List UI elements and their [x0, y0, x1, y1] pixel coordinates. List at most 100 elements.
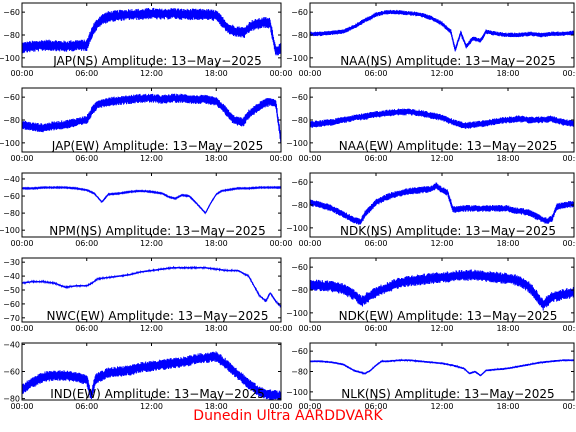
- panel-7: 00:00 06:00 12:00 18:00 00:00 −30 −40 −50 −60 −70…: [3, 257, 293, 333]
- y-tick-label: −80: [3, 31, 20, 40]
- trace-line-3: [22, 97, 281, 141]
- y-tick-label: −100: [286, 388, 308, 397]
- y-tick-label: −40: [3, 272, 20, 281]
- y-tick-label: −60: [291, 178, 308, 187]
- y-tick-label: −100: [286, 139, 308, 148]
- trace-band-9: [22, 351, 281, 400]
- x-tick-label: 00:00: [562, 154, 576, 163]
- panel-4: 00:00 06:00 12:00 18:00 00:00 −60 −80 −100 NAA(E…: [286, 87, 576, 163]
- x-tick-label: 00:00: [298, 154, 321, 163]
- y-tick-label: −80: [3, 116, 20, 125]
- x-tick-label: 00:00: [269, 402, 292, 411]
- y-tick-label: −60: [3, 8, 20, 17]
- y-tick-label: −60: [3, 93, 20, 102]
- panel-3: 00:00 06:00 12:00 18:00 00:00 −60 −80 −100 JAP(E…: [0, 87, 293, 163]
- x-tick-label: 00:00: [298, 239, 321, 248]
- x-tick-label: 00:00: [562, 402, 576, 411]
- panel-title: NAA(EW) Amplitude: 13−May−2025: [339, 139, 557, 153]
- x-tick-label: 12:00: [430, 69, 453, 78]
- x-tick-label: 00:00: [562, 324, 576, 333]
- y-tick-label: −40: [3, 175, 20, 184]
- panel-title: JAP(EW) Amplitude: 13−May−2025: [51, 139, 263, 153]
- x-tick-label: 18:00: [205, 239, 228, 248]
- y-tick-label: −60: [3, 192, 20, 201]
- x-tick-label: 00:00: [10, 69, 33, 78]
- x-tick-label: 12:00: [140, 154, 163, 163]
- trace-line-10: [310, 359, 574, 376]
- y-tick-label: −60: [291, 8, 308, 17]
- x-tick-label: 00:00: [298, 324, 321, 333]
- x-tick-label: 06:00: [75, 324, 98, 333]
- y-tick-label: −80: [3, 209, 20, 218]
- trace-line-6: [310, 185, 574, 223]
- trace-line-4: [310, 111, 574, 127]
- x-tick-label: 12:00: [430, 402, 453, 411]
- panel-title: NDK(EW) Amplitude: 13−May−2025: [339, 309, 558, 323]
- x-tick-label: 12:00: [140, 239, 163, 248]
- x-tick-label: 06:00: [75, 69, 98, 78]
- panel-10: 00:00 06:00 12:00 18:00 00:00 −60 −80 −100 NLK(N…: [286, 342, 576, 411]
- x-tick-label: 18:00: [496, 239, 519, 248]
- x-tick-label: 00:00: [562, 69, 576, 78]
- panel-1: 00:00 06:00 12:00 18:00 00:00 −60 −80 −100 JAP(N…: [0, 2, 293, 78]
- y-tick-label: −30: [3, 258, 20, 267]
- x-tick-label: 12:00: [430, 154, 453, 163]
- panel-title: JAP(NS) Amplitude: 13−May−2025: [52, 54, 262, 68]
- panel-2: 00:00 06:00 12:00 18:00 00:00 −60 −80 −100 NAA(N…: [286, 2, 576, 78]
- panel-9: 00:00 06:00 12:00 18:00 00:00 −40 −60 −80 IND(EW…: [3, 340, 292, 411]
- y-tick-label: −60: [3, 368, 20, 377]
- x-tick-label: 00:00: [10, 154, 33, 163]
- panel-title: NLK(NS) Amplitude: 13−May−2025: [341, 387, 554, 401]
- panel-title: NDK(NS) Amplitude: 13−May−2025: [340, 224, 556, 238]
- x-tick-label: 18:00: [205, 402, 228, 411]
- credit-label: Dunedin Ultra AARDDVARK: [193, 408, 383, 424]
- y-tick-label: −100: [0, 54, 20, 63]
- x-tick-label: 00:00: [269, 69, 292, 78]
- y-tick-label: −60: [3, 300, 20, 309]
- y-tick-label: −80: [291, 368, 308, 377]
- x-tick-label: 12:00: [140, 324, 163, 333]
- panel-title: NPM(NS) Amplitude: 13−May−2025: [49, 224, 265, 238]
- panel-5: 00:00 06:00 12:00 18:00 00:00 −40 −60 −80 −100 NP…: [0, 172, 293, 248]
- x-tick-label: 06:00: [75, 402, 98, 411]
- trace-line-7: [22, 267, 281, 308]
- y-tick-label: −80: [291, 31, 308, 40]
- y-tick-label: −80: [291, 116, 308, 125]
- y-tick-label: −70: [3, 314, 20, 323]
- trace-line-9: [22, 356, 281, 398]
- x-tick-label: 00:00: [562, 239, 576, 248]
- x-tick-label: 00:00: [298, 402, 321, 411]
- y-tick-label: −80: [3, 395, 20, 404]
- y-tick-label: −40: [3, 340, 20, 349]
- x-tick-label: 06:00: [364, 239, 387, 248]
- trace-line-2: [310, 11, 574, 52]
- x-tick-label: 06:00: [75, 154, 98, 163]
- trace-band-4: [310, 108, 574, 129]
- x-tick-label: 06:00: [75, 239, 98, 248]
- x-tick-label: 18:00: [496, 154, 519, 163]
- y-tick-label: −100: [286, 224, 308, 233]
- x-tick-label: 06:00: [364, 69, 387, 78]
- x-tick-label: 12:00: [140, 69, 163, 78]
- trace-band-5: [22, 185, 281, 215]
- x-tick-label: 00:00: [10, 402, 33, 411]
- x-tick-label: 06:00: [364, 154, 387, 163]
- x-tick-label: 18:00: [205, 154, 228, 163]
- y-tick-label: −100: [0, 139, 20, 148]
- x-tick-label: 06:00: [364, 324, 387, 333]
- trace-band-2: [310, 9, 574, 52]
- y-tick-label: −60: [291, 93, 308, 102]
- x-tick-label: 12:00: [140, 402, 163, 411]
- panel-title: IND(EW) Amplitude: 13−May−2025: [50, 387, 264, 401]
- x-tick-label: 12:00: [430, 239, 453, 248]
- x-tick-label: 00:00: [10, 239, 33, 248]
- panel-8: 00:00 06:00 12:00 18:00 00:00 −60 −80 −100 NDK(E…: [286, 257, 576, 333]
- x-tick-label: 18:00: [496, 69, 519, 78]
- y-tick-label: −80: [291, 201, 308, 210]
- x-tick-label: 00:00: [269, 324, 292, 333]
- y-tick-label: −60: [291, 347, 308, 356]
- x-tick-label: 00:00: [269, 154, 292, 163]
- x-tick-label: 00:00: [269, 239, 292, 248]
- y-tick-label: −100: [0, 226, 20, 235]
- panel-title: NAA(NS) Amplitude: 13−May−2025: [340, 54, 556, 68]
